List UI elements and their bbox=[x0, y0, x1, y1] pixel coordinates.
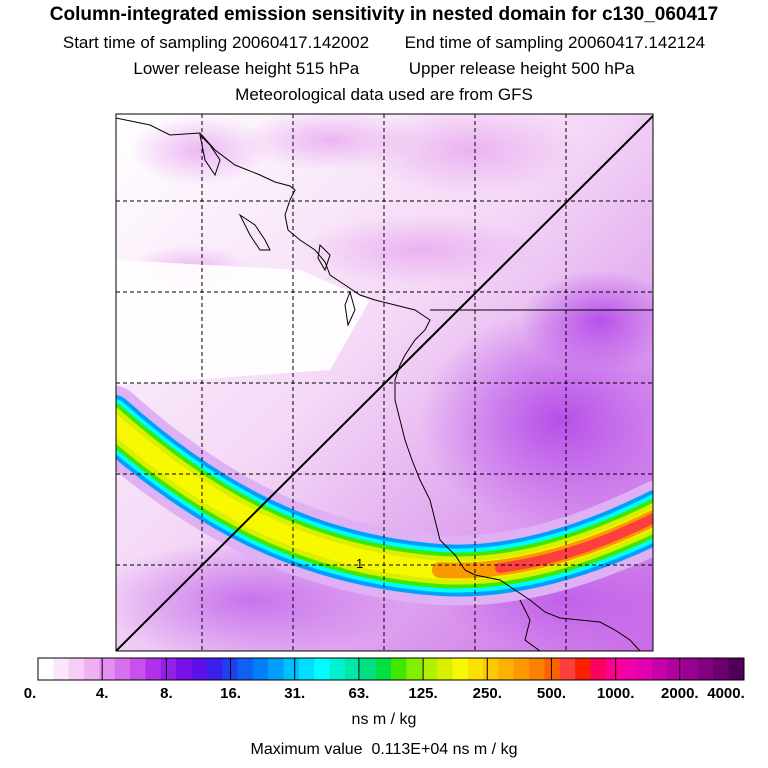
colorbar-cell bbox=[160, 658, 177, 680]
colorbar-cell bbox=[99, 658, 116, 680]
colorbar-cell bbox=[406, 658, 423, 680]
colorbar-cell bbox=[605, 658, 622, 680]
colorbar-cell bbox=[268, 658, 285, 680]
upper-release-label: Upper release height bbox=[408, 59, 567, 78]
colorbar-frame bbox=[37, 657, 745, 681]
map-field bbox=[116, 114, 653, 651]
sensitivity-patch bbox=[360, 114, 580, 195]
contour-label: 1 bbox=[356, 556, 363, 571]
end-time-label: End time of sampling bbox=[404, 33, 564, 52]
low-sensitivity-area bbox=[116, 260, 370, 385]
end-time-value: 20060417.142124 bbox=[568, 33, 706, 52]
sampling-time-row: Start time of sampling 20060417.142002 E… bbox=[0, 33, 768, 53]
colorbar-tick-label: 2000. bbox=[661, 685, 699, 702]
colorbar-cell bbox=[391, 658, 407, 680]
colorbar-cell bbox=[559, 658, 576, 680]
colorbar-cell bbox=[513, 658, 530, 680]
colorbar-cell bbox=[191, 658, 208, 680]
colorbar-cell bbox=[360, 658, 377, 680]
colorbar-cell bbox=[498, 658, 515, 680]
colorbar-cell bbox=[713, 658, 730, 680]
lower-release-label: Lower release height bbox=[133, 59, 292, 78]
upper-release-value: 500 hPa bbox=[571, 59, 635, 78]
colorbar-cell bbox=[682, 658, 699, 680]
colorbar-cell bbox=[314, 658, 331, 680]
colorbar-cell bbox=[621, 658, 638, 680]
colorbar-cell bbox=[344, 658, 361, 680]
maximum-value-label: Maximum value bbox=[250, 741, 363, 758]
colorbar-cell bbox=[283, 658, 300, 680]
maximum-value: 0.113E+04 ns m / kg bbox=[371, 741, 518, 758]
sensitivity-patch bbox=[300, 215, 540, 285]
colorbar-cell bbox=[636, 658, 653, 680]
colorbar-cell bbox=[53, 658, 70, 680]
colorbar-tick-label: 4000. bbox=[707, 685, 745, 702]
colorbar-tick-label: 16. bbox=[220, 685, 241, 702]
colorbar-tick-label: 500. bbox=[536, 685, 567, 702]
colorbar-tick-label: 1000. bbox=[596, 685, 635, 702]
colorbar-cell bbox=[114, 658, 131, 680]
colorbar-tick-label: 125. bbox=[408, 685, 438, 702]
colorbar-cell bbox=[329, 658, 346, 680]
colorbar-cell bbox=[529, 658, 545, 680]
release-height-row: Lower release height 515 hPa Upper relea… bbox=[0, 59, 768, 79]
colorbar-cell bbox=[452, 658, 469, 680]
colorbar-cell bbox=[298, 658, 315, 680]
colorbar-cell bbox=[252, 658, 269, 680]
maximum-value-line: Maximum value 0.113E+04 ns m / kg bbox=[0, 741, 768, 759]
colorbar-cell bbox=[437, 658, 453, 680]
colorbar-cell bbox=[206, 658, 223, 680]
chart-title: Column-integrated emission sensitivity i… bbox=[49, 4, 719, 25]
colorbar-cell bbox=[176, 658, 192, 680]
colorbar-tick-label: 4. bbox=[95, 685, 109, 702]
map-frame bbox=[115, 113, 654, 652]
coastline bbox=[116, 117, 653, 651]
colorbar-unit: ns m / kg bbox=[351, 711, 417, 728]
colorbar-cell bbox=[575, 658, 592, 680]
colorbar-cell bbox=[237, 658, 254, 680]
colorbar-cell bbox=[38, 658, 54, 680]
colorbar-tick-label: 8. bbox=[160, 685, 173, 702]
colorbar-cell bbox=[130, 658, 146, 680]
high-sensitivity-patch bbox=[520, 270, 653, 370]
flight-track-line bbox=[116, 115, 653, 651]
colorbar-tick-label: 63. bbox=[348, 685, 370, 702]
colorbar-tick-label: 31. bbox=[284, 685, 306, 702]
colorbar-cell bbox=[651, 658, 668, 680]
plume-band bbox=[116, 385, 653, 606]
lower-release-value: 515 hPa bbox=[295, 59, 360, 78]
colorbar-cell bbox=[697, 658, 714, 680]
colorbar-cell bbox=[590, 658, 607, 680]
colorbar-cell bbox=[544, 658, 561, 680]
colorbar-cell bbox=[483, 658, 499, 680]
colorbar-cell bbox=[68, 658, 85, 680]
colorbar-cell bbox=[84, 658, 100, 680]
colorbar-cell bbox=[375, 658, 392, 680]
colorbar-cell bbox=[667, 658, 684, 680]
colorbar-cell bbox=[467, 658, 484, 680]
colorbar-tick-label: 0. bbox=[23, 685, 37, 702]
colorbar-cell bbox=[145, 658, 162, 680]
start-time-label: Start time of sampling bbox=[62, 33, 228, 52]
meteorological-data-line: Meteorological data used are from GFS bbox=[235, 85, 533, 104]
colorbar-cell bbox=[728, 658, 745, 680]
colorbar-cell bbox=[421, 658, 438, 680]
start-time-value: 20060417.142002 bbox=[232, 33, 370, 52]
colorbar-tick-label: 250. bbox=[472, 685, 502, 702]
